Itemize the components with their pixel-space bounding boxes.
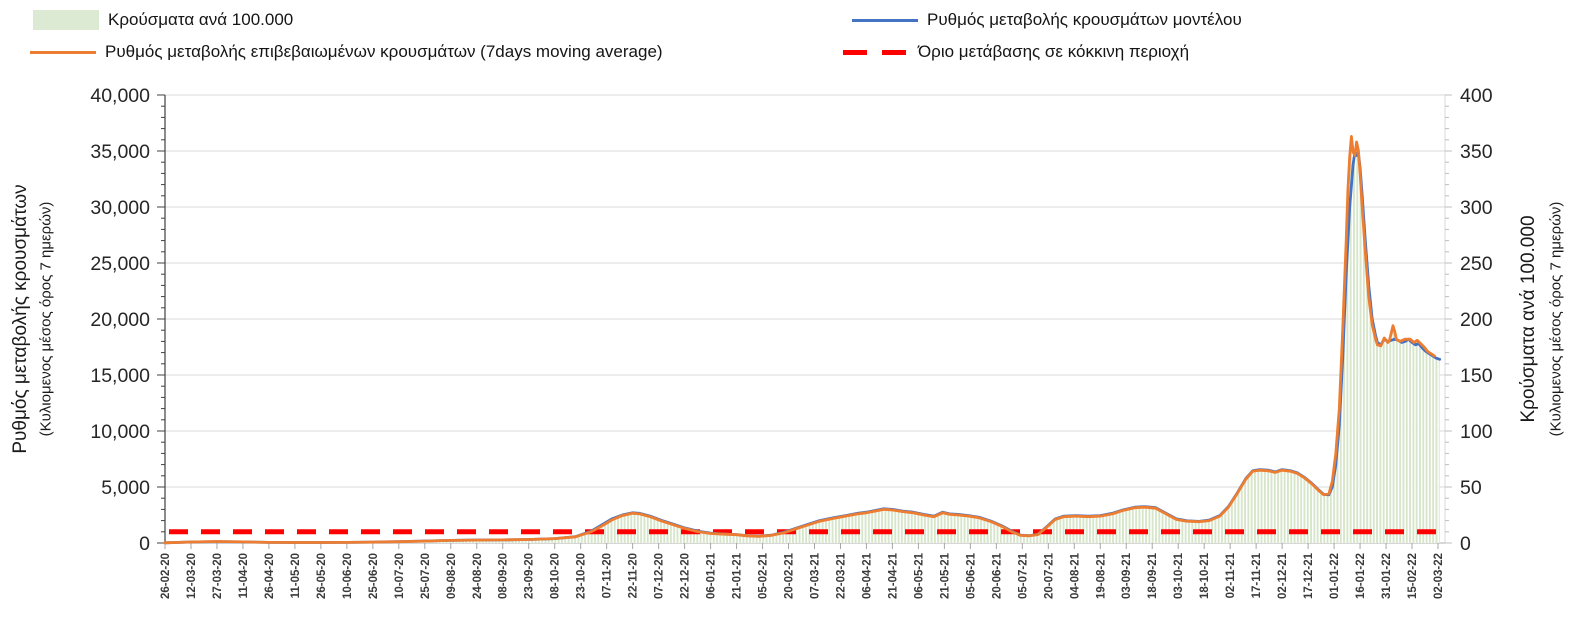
x-axis-tick-label: 20-07-21 xyxy=(1043,552,1055,599)
left-axis-tick-label: 5,000 xyxy=(101,477,150,499)
x-axis-tick-label: 02-03-22 xyxy=(1433,553,1445,599)
x-axis-tick-label: 24-08-20 xyxy=(472,553,484,599)
x-axis-tick-label: 21-01-21 xyxy=(732,552,744,599)
confirmed-line-swatch-icon xyxy=(30,50,96,54)
left-axis-tick-label: 40,000 xyxy=(90,85,150,107)
x-axis-tick-label: 02-12-21 xyxy=(1277,552,1289,599)
x-axis-tick-label: 25-07-20 xyxy=(420,553,432,599)
x-axis-tick-label: 22-11-20 xyxy=(628,553,640,598)
x-axis-tick-label: 18-09-21 xyxy=(1147,552,1159,599)
right-axis-tick-label: 0 xyxy=(1460,533,1471,555)
left-axis-tick-label: 35,000 xyxy=(90,141,150,163)
right-axis-tick-label: 300 xyxy=(1460,197,1493,219)
x-axis-tick-label: 31-01-22 xyxy=(1381,553,1393,599)
legend-label-threshold-line: Όριο μετάβασης σε κόκκινη περιοχή xyxy=(918,42,1190,61)
confirmed-line-series xyxy=(163,134,1436,545)
x-axis-tick-label: 08-10-20 xyxy=(550,553,562,599)
legend-label-cases-area: Κρούσματα ανά 100.000 xyxy=(108,10,294,29)
x-axis-tick-label: 10-07-20 xyxy=(394,553,406,599)
x-axis-tick-label: 22-03-21 xyxy=(835,552,847,599)
cases-area-swatch-icon xyxy=(33,10,99,30)
x-axis-tick-label: 06-05-21 xyxy=(913,552,925,599)
x-axis-tick-label: 26-05-20 xyxy=(316,553,328,599)
x-axis-tick-label: 15-02-22 xyxy=(1407,553,1419,599)
right-axis-tick-label: 200 xyxy=(1460,309,1493,331)
x-axis-tick-label: 09-08-20 xyxy=(446,553,458,599)
x-axis-tick-label: 27-03-20 xyxy=(212,553,224,599)
cases-area-series xyxy=(165,136,1440,543)
x-axis-tick-label: 05-06-21 xyxy=(965,552,977,599)
x-axis-tick-label: 08-09-20 xyxy=(498,553,510,599)
x-axis-tick-label: 01-01-22 xyxy=(1329,553,1341,599)
x-axis-tick-label: 07-03-21 xyxy=(809,552,821,599)
x-axis-tick-label: 05-07-21 xyxy=(1017,552,1029,599)
x-axis-tick-label: 05-02-21 xyxy=(758,552,770,599)
x-axis-tick-label: 20-02-21 xyxy=(784,552,796,599)
threshold-dash-swatch-icon xyxy=(843,49,909,55)
x-axis-tick-label: 04-08-21 xyxy=(1069,552,1081,599)
x-axis-tick-label: 10-06-20 xyxy=(342,553,354,599)
right-axis-tick-label: 50 xyxy=(1460,477,1482,499)
left-axis-tick-label: 25,000 xyxy=(90,253,150,275)
x-axis-tick-label: 17-11-21 xyxy=(1251,552,1263,598)
right-axis-tick-label: 150 xyxy=(1460,365,1493,387)
right-axis-tick-label: 400 xyxy=(1460,85,1493,107)
x-axis-tick-label: 12-03-20 xyxy=(186,553,198,599)
x-axis-tick-label: 07-12-20 xyxy=(654,553,666,599)
model-line-swatch-icon xyxy=(852,18,918,22)
left-axis-tick-label: 20,000 xyxy=(90,309,150,331)
x-axis-tick-label: 02-11-21 xyxy=(1225,552,1237,598)
x-axis-tick-label: 17-12-21 xyxy=(1303,552,1315,599)
x-axis-tick-label: 16-01-22 xyxy=(1355,553,1367,599)
x-axis-tick-label: 18-10-21 xyxy=(1199,552,1211,599)
x-axis-tick-label: 03-09-21 xyxy=(1121,552,1133,599)
x-axis-tick-label: 07-11-20 xyxy=(602,553,614,598)
x-axis-tick-label: 06-04-21 xyxy=(861,552,873,599)
legend-item-threshold-line: Όριο μετάβασης σε κόκκινη περιοχή xyxy=(843,40,1189,64)
x-axis-tick-label: 26-02-20 xyxy=(160,553,172,599)
x-axis-tick-label: 25-06-20 xyxy=(368,553,380,599)
right-axis-tick-label: 100 xyxy=(1460,421,1493,443)
x-axis-tick-label: 03-10-21 xyxy=(1173,552,1185,599)
left-axis-tick-label: 30,000 xyxy=(90,197,150,219)
x-axis-tick-label: 11-04-20 xyxy=(238,553,250,598)
x-axis-tick-label: 22-12-20 xyxy=(680,553,692,599)
x-axis-tick-label: 19-08-21 xyxy=(1095,552,1107,599)
right-axis-tick-label: 250 xyxy=(1460,253,1493,275)
left-axis-tick-label: 15,000 xyxy=(90,365,150,387)
x-axis-tick-label: 26-04-20 xyxy=(264,553,276,599)
x-axis-tick-label: 23-10-20 xyxy=(576,553,588,599)
x-axis-tick-label: 21-04-21 xyxy=(887,552,899,599)
legend-label-confirmed-line: Ρυθμός μεταβολής επιβεβαιωμένων κρουσμάτ… xyxy=(105,42,663,61)
x-axis-tick-label: 23-09-20 xyxy=(524,553,536,599)
legend-label-model-line: Ρυθμός μεταβολής κρουσμάτων μοντέλου xyxy=(927,10,1242,29)
left-axis-tick-label: 0 xyxy=(139,533,150,555)
x-axis-tick-label: 11-05-20 xyxy=(290,553,302,598)
legend-item-model-line: Ρυθμός μεταβολής κρουσμάτων μοντέλου xyxy=(852,8,1242,32)
right-axis-tick-label: 350 xyxy=(1460,141,1493,163)
x-axis-tick-label: 06-01-21 xyxy=(706,552,718,599)
legend-item-cases-area: Κρούσματα ανά 100.000 xyxy=(33,8,293,32)
left-axis-tick-label: 10,000 xyxy=(90,421,150,443)
x-axis-tick-label: 21-05-21 xyxy=(939,552,951,599)
x-axis-tick-label: 20-06-21 xyxy=(991,552,1003,599)
legend-item-confirmed-line: Ρυθμός μεταβολής επιβεβαιωμένων κρουσμάτ… xyxy=(30,40,663,64)
